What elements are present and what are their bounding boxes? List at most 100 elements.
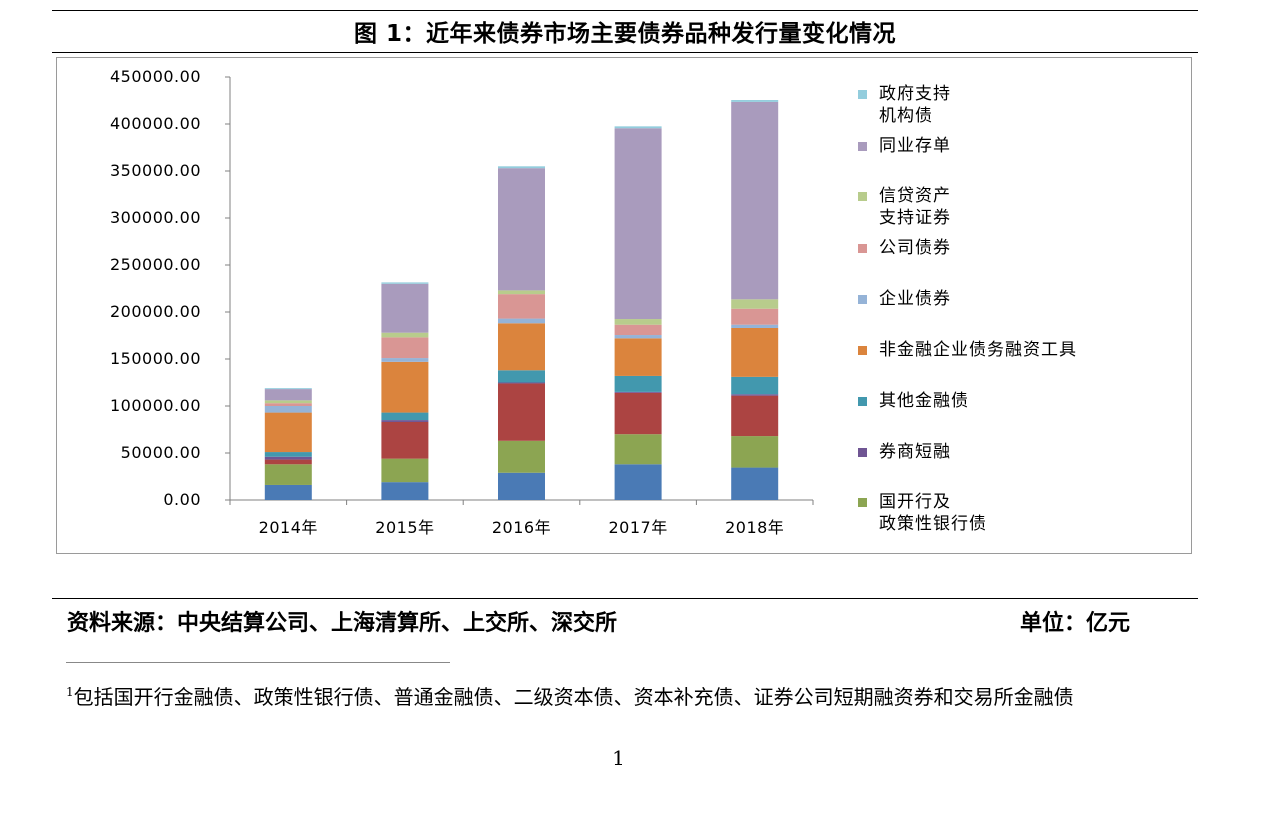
bar-segment <box>614 319 662 325</box>
legend-label: 券商短融 <box>879 442 951 462</box>
legend-label: 公司债券 <box>879 238 951 258</box>
x-tick-label: 2014年 <box>259 518 318 537</box>
bar-segment <box>614 338 662 376</box>
y-tick-label: 350000.00 <box>110 161 201 180</box>
legend-swatch <box>858 397 867 406</box>
bar-segment <box>381 361 429 413</box>
bar-segment <box>731 308 779 325</box>
legend-label: 政府支持 <box>879 84 951 104</box>
bar-segment <box>264 459 312 465</box>
y-tick-label: 250000.00 <box>110 255 201 274</box>
bar-segment <box>614 324 662 336</box>
bar-segment <box>264 403 312 406</box>
page-number: 1 <box>612 746 625 770</box>
legend-swatch <box>858 244 867 253</box>
bar-segment <box>381 282 429 284</box>
y-tick-label: 450000.00 <box>110 67 201 86</box>
footnote-rule <box>66 662 450 663</box>
bar-segment <box>381 420 429 422</box>
bar-segment <box>264 400 312 404</box>
bar-segment <box>381 283 429 333</box>
bar-segment <box>731 395 779 437</box>
legend-label: 政策性银行债 <box>879 514 987 534</box>
bar-segment <box>264 464 312 485</box>
source-rule <box>52 598 1198 599</box>
x-tick-label: 2015年 <box>375 518 434 537</box>
title-rule <box>52 52 1198 53</box>
y-tick-label: 150000.00 <box>110 349 201 368</box>
bar-segment <box>731 327 779 377</box>
y-tick-label: 50000.00 <box>121 443 201 462</box>
legend-swatch <box>858 90 867 99</box>
y-tick-label: 0.00 <box>163 490 201 509</box>
bar-segment <box>731 101 779 300</box>
bar-segment <box>381 458 429 483</box>
bar-segment <box>614 128 662 320</box>
footnote: 1包括国开行金融债、政策性银行债、普通金融债、二级资本债、资本补充债、证券公司短… <box>66 682 1186 712</box>
legend-label: 其他金融债 <box>879 391 969 411</box>
bar-segment <box>731 100 779 102</box>
bar-segment <box>498 166 545 169</box>
bar-segment <box>498 318 545 324</box>
x-tick-label: 2017年 <box>608 518 667 537</box>
bar-segment <box>381 358 429 362</box>
bar-segment <box>498 382 545 384</box>
y-tick-label: 200000.00 <box>110 302 201 321</box>
bar-segment <box>731 324 779 328</box>
bar-segment <box>614 375 662 392</box>
bar-segment <box>498 290 545 295</box>
bar-segment <box>498 370 545 383</box>
bar-segment <box>731 436 779 468</box>
x-tick-label: 2016年 <box>492 518 551 537</box>
x-tick-label: 2018年 <box>725 518 784 537</box>
bar-segment <box>264 456 312 460</box>
legend-swatch <box>858 448 867 457</box>
legend-label: 企业债券 <box>879 289 951 309</box>
legend-swatch <box>858 192 867 201</box>
footnote-marker: 1 <box>66 685 74 699</box>
bar-segment <box>614 391 662 393</box>
top-rule <box>52 10 1198 11</box>
bar-segment <box>731 299 779 309</box>
legend-label: 国开行及 <box>879 492 951 512</box>
bar-segment <box>498 168 545 291</box>
bar-segment <box>614 126 662 129</box>
y-tick-label: 300000.00 <box>110 208 201 227</box>
legend-swatch <box>858 142 867 151</box>
bar-segment <box>614 392 662 435</box>
legend-swatch <box>858 498 867 507</box>
legend-label: 信贷资产 <box>879 186 951 206</box>
y-tick-label: 100000.00 <box>110 396 201 415</box>
chart-area: 450000.00 400000.00 350000.00 300000.00 2500… <box>56 57 1192 554</box>
legend-label: 机构债 <box>879 106 933 126</box>
bar-segment <box>381 337 429 359</box>
footnote-text: 包括国开行金融债、政策性银行债、普通金融债、二级资本债、资本补充债、证券公司短期… <box>73 685 1074 709</box>
stacked-bar-chart: 450000.00 400000.00 350000.00 300000.00 2500… <box>110 67 1076 537</box>
legend-label: 支持证券 <box>879 208 951 228</box>
bar-segment <box>264 412 312 453</box>
bar-segment <box>731 394 779 396</box>
bar-segment <box>731 376 779 395</box>
bar-segment <box>381 412 429 421</box>
bar-segment <box>614 434 662 465</box>
bar-segment <box>381 332 429 338</box>
y-tick-label: 400000.00 <box>110 114 201 133</box>
bar-segment <box>498 323 545 371</box>
figure-title: 图 1：近年来债券市场主要债券品种发行量变化情况 <box>353 21 896 47</box>
bar-segment <box>498 294 545 319</box>
bar-segment <box>264 388 312 390</box>
bar-segment <box>614 335 662 339</box>
bar-segment <box>264 389 312 401</box>
legend-swatch <box>858 346 867 355</box>
bar-segment <box>498 440 545 473</box>
bar-segment <box>498 383 545 441</box>
legend-swatch <box>858 295 867 304</box>
bar-segment <box>381 421 429 459</box>
bar-segment <box>498 472 545 500</box>
unit-note: 单位：亿元 <box>1020 611 1131 636</box>
legend-label: 同业存单 <box>879 136 951 156</box>
bar-segment <box>381 482 429 500</box>
bar-segment <box>264 484 312 500</box>
bar-segment <box>731 467 779 500</box>
bar-segment <box>264 452 312 457</box>
